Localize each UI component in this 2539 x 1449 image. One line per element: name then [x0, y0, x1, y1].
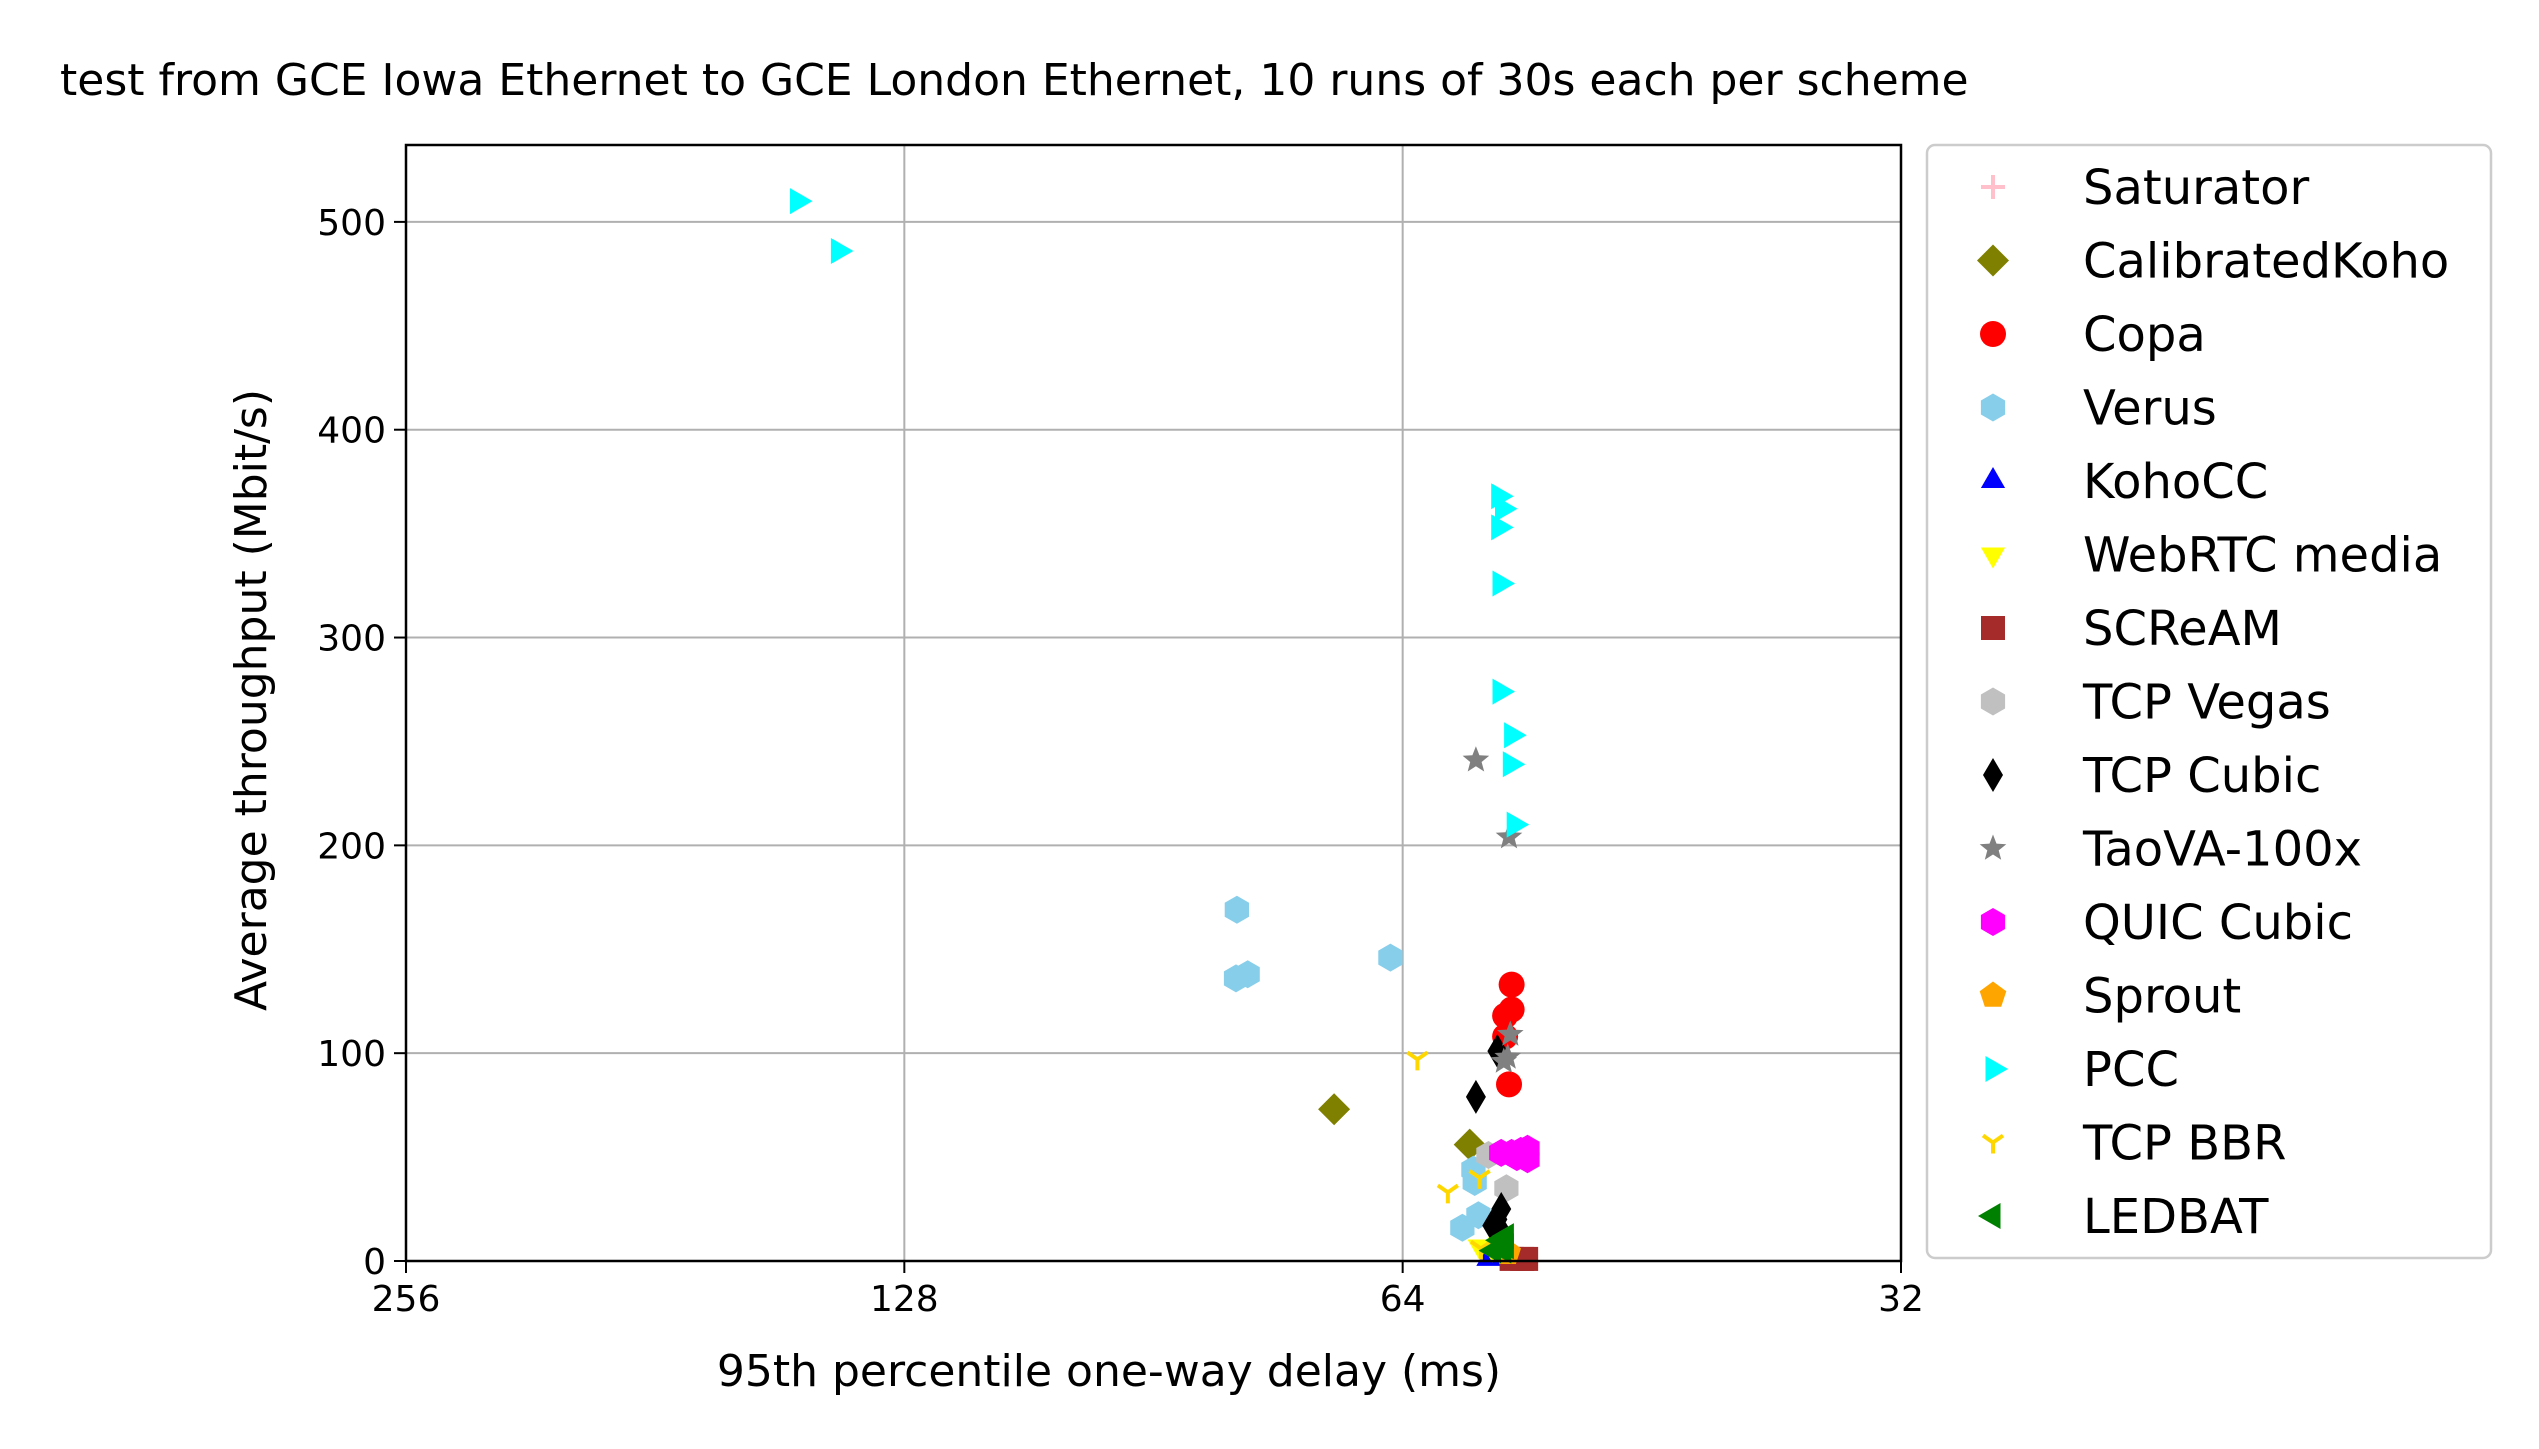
legend-marker-ledbat	[1978, 1203, 2001, 1229]
legend-label: Verus	[2083, 381, 2217, 437]
point-quic-cubic	[1515, 1145, 1540, 1174]
legend-label: PCC	[2083, 1042, 2179, 1098]
legend-marker-webrtc-media	[1980, 547, 2006, 569]
legend-label: LEDBAT	[2083, 1189, 2269, 1245]
point-tcp-bbr	[1468, 1169, 1491, 1189]
point-pcc	[1504, 722, 1527, 749]
y-axis-ticks: 0 100 200 300 400 500	[317, 203, 406, 1283]
point-tcp-cubic	[1465, 1079, 1486, 1114]
point-copa	[1496, 1071, 1523, 1098]
series-tcp-bbr	[1406, 1050, 1493, 1260]
legend-marker-copa	[1980, 321, 2006, 347]
legend-label: TCP Vegas	[2082, 675, 2331, 731]
point-pcc	[790, 188, 813, 215]
point-copa	[1498, 996, 1525, 1023]
legend-entry-tcp-vegas: TCP Vegas	[1980, 675, 2331, 731]
point-pcc	[1495, 495, 1518, 522]
point-verus	[1224, 895, 1249, 924]
point-tcp-bbr	[1436, 1183, 1460, 1204]
legend-entry-calibratedkoho: CalibratedKoho	[1977, 234, 2449, 290]
point-pcc	[1492, 678, 1515, 705]
point-verus	[1378, 943, 1403, 972]
legend-marker-verus	[1980, 393, 2006, 422]
point-pcc	[1491, 514, 1514, 541]
legend-entry-taova-100x: TaoVA-100x	[1979, 822, 2362, 878]
point-taova-100x	[1494, 1043, 1521, 1069]
point-pcc	[1492, 570, 1515, 597]
y-axis-label: Average throughput (Mbit/s)	[226, 389, 277, 1011]
x-tick-label: 256	[372, 1279, 441, 1320]
x-tick-label: 64	[1380, 1279, 1426, 1320]
legend-marker-tcp-vegas	[1980, 687, 2006, 716]
legend-label: Sprout	[2083, 969, 2241, 1025]
legend-entry-scream: SCReAM	[1981, 601, 2282, 657]
legend-label: Copa	[2083, 307, 2206, 363]
legend-entry-saturator: Saturator	[1981, 160, 2309, 216]
y-tick-label: 300	[317, 619, 386, 660]
legend-marker-pcc	[1985, 1056, 2008, 1082]
legend-entry-ledbat: LEDBAT	[1978, 1189, 2269, 1245]
legend-marker-tcp-bbr	[1981, 1133, 2005, 1154]
legend-marker-tcp-cubic	[1983, 758, 2003, 792]
legend-label: CalibratedKoho	[2083, 234, 2449, 290]
legend-label: KohoCC	[2083, 454, 2268, 510]
point-pcc	[830, 238, 854, 264]
y-tick-label: 0	[363, 1242, 386, 1283]
x-tick-label: 128	[870, 1279, 939, 1320]
legend-entry-sprout: Sprout	[1979, 969, 2241, 1025]
series-quic-cubic	[1489, 1134, 1540, 1174]
x-axis-label: 95th percentile one-way delay (ms)	[717, 1346, 1501, 1397]
legend-entry-quic-cubic: QUIC Cubic	[1980, 895, 2353, 951]
legend-label: Saturator	[2083, 160, 2309, 216]
legend-entry-pcc: PCC	[1985, 1042, 2179, 1098]
legend-entry-webrtc-media: WebRTC media	[1980, 528, 2442, 584]
series-ledbat	[1478, 1223, 1514, 1264]
legend-entry-copa: Copa	[1980, 307, 2206, 363]
legend-label: SCReAM	[2083, 601, 2282, 657]
point-calibratedkoho	[1318, 1093, 1351, 1126]
plot-frame	[404, 143, 1903, 1263]
legend-label: TCP BBR	[2082, 1116, 2286, 1172]
legend-label: QUIC Cubic	[2083, 895, 2353, 951]
legend-entry-tcp-bbr: TCP BBR	[1981, 1116, 2286, 1172]
series-verus	[1223, 895, 1491, 1242]
legend-frame	[1925, 143, 2493, 1260]
point-taova-100x	[1462, 746, 1490, 772]
x-axis-ticks: 256 128 64 32	[372, 1261, 1924, 1320]
y-tick-label: 200	[317, 826, 386, 867]
data-points	[790, 188, 1540, 1271]
point-tcp-bbr	[1406, 1050, 1429, 1071]
legend-entry-verus: Verus	[1980, 381, 2217, 437]
point-ledbat	[1478, 1237, 1502, 1264]
y-tick-label: 500	[317, 203, 386, 244]
legend-marker-quic-cubic	[1980, 908, 2006, 936]
legend-entry-kohocc: KohoCC	[1980, 454, 2268, 510]
legend-marker-scream	[1981, 616, 2005, 640]
point-pcc	[1506, 811, 1530, 838]
point-copa	[1498, 971, 1525, 998]
legend-label: TCP Cubic	[2082, 748, 2321, 804]
legend: Saturator CalibratedKoho Copa Verus KohoCC We…	[1925, 143, 2493, 1260]
legend-label: WebRTC media	[2083, 528, 2442, 584]
y-tick-label: 100	[317, 1034, 386, 1075]
point-verus	[1450, 1213, 1475, 1242]
legend-entry-tcp-cubic: TCP Cubic	[1983, 748, 2321, 804]
legend-marker-kohocc	[1980, 467, 2006, 488]
point-taova-100x	[1497, 1020, 1524, 1046]
legend-label: TaoVA-100x	[2082, 822, 2362, 878]
point-pcc	[1502, 751, 1526, 778]
series-pcc	[790, 188, 1530, 838]
gridlines	[405, 145, 1902, 1262]
x-tick-label: 32	[1878, 1279, 1924, 1320]
chart-title: test from GCE Iowa Ethernet to GCE Londo…	[60, 55, 1969, 106]
y-tick-label: 400	[317, 411, 386, 452]
legend-marker-calibratedkoho	[1977, 244, 2009, 277]
legend-marker-sprout	[1979, 981, 2007, 1007]
series-copa	[1492, 971, 1525, 1098]
legend-marker-saturator	[1981, 175, 2005, 199]
point-verus	[1235, 960, 1260, 989]
point-ledbat	[1491, 1233, 1514, 1260]
legend-marker-taova-100x	[1979, 834, 2007, 860]
